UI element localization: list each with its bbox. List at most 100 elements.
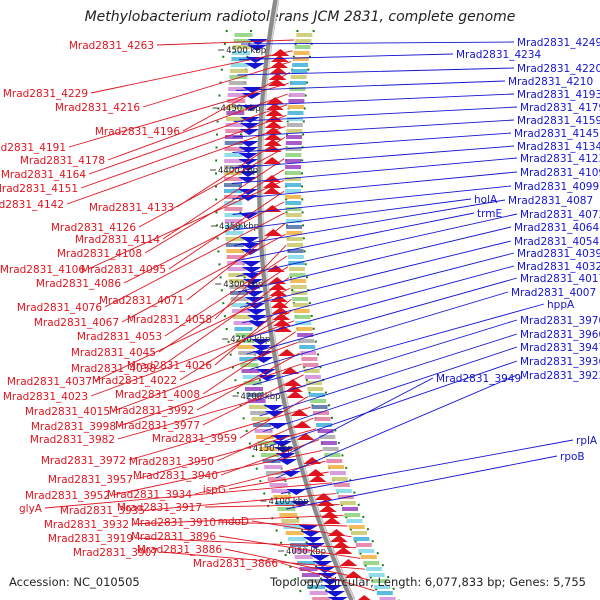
category-bar-fwd (355, 543, 372, 547)
category-bar-rev (238, 351, 257, 355)
reverse-leader-line (231, 157, 518, 184)
category-bar-fwd (307, 387, 324, 391)
reverse-leader-line (232, 171, 518, 200)
forward-gene-label: Mrad2831_3972 (41, 455, 126, 467)
forward-gene-label: Mrad2831_4015 (25, 406, 110, 418)
category-bar-fwd (285, 183, 301, 187)
category-bar-rev (275, 501, 294, 505)
category-bar-fwd (374, 585, 390, 589)
forward-gene-label: Mrad2831_3896 (131, 531, 216, 543)
reverse-gene-label: Mrad2831_3936 (520, 356, 600, 368)
forward-leader-line (112, 449, 323, 496)
category-bar-fwd (335, 489, 352, 493)
category-bar-rev (241, 369, 260, 373)
category-bar-fwd (351, 531, 367, 535)
reverse-gene-label: Mrad2831_4234 (456, 49, 541, 61)
kbp-tick-label: 4100 kbp (269, 497, 309, 507)
forward-leader-line (179, 309, 293, 381)
reverse-leader-line (234, 93, 515, 107)
forward-gene-label: Mrad2831_3950 (129, 456, 214, 468)
reverse-gene-arrow (267, 423, 288, 429)
reverse-gene-arrow (280, 471, 301, 477)
forward-gene-arrow (264, 121, 283, 128)
category-bar-fwd (287, 249, 304, 253)
forward-gene-arrow (273, 319, 292, 326)
category-bar-fwd (290, 75, 307, 79)
forward-gene-label: Mrad2831_4178 (20, 155, 105, 167)
reverse-gene-arrow (327, 597, 348, 600)
forward-gene-label: Mrad2831_4053 (77, 331, 162, 343)
reverse-gene-label: trmE (477, 208, 502, 220)
category-bar-fwd (297, 333, 314, 337)
forward-gene-arrow (308, 475, 327, 482)
reverse-gene-label: Mrad2831_4123 (520, 153, 600, 165)
reverse-gene-arrow (312, 561, 333, 567)
category-bar-rev (228, 279, 247, 283)
forward-gene-label: Mrad2831_4045 (71, 347, 156, 359)
reverse-gene-arrow (298, 525, 319, 531)
reverse-gene-arrow (247, 321, 268, 327)
forward-gene-arrow (265, 103, 284, 110)
reverse-gene-arrow (240, 117, 260, 123)
forward-leader-line (218, 521, 348, 527)
reverse-gene-arrow (310, 555, 330, 561)
forward-gene-arrow (286, 391, 305, 398)
category-bar-fwd (286, 237, 303, 241)
category-bar-fwd (311, 405, 328, 409)
forward-gene-arrow (339, 559, 358, 566)
category-bar-fwd (308, 393, 325, 397)
reverse-gene-arrow (242, 279, 263, 285)
forward-leader-line (204, 503, 340, 508)
category-bar-fwd (287, 111, 304, 115)
category-bar-rev (232, 315, 251, 319)
reverse-leader-line (246, 277, 518, 355)
category-bar-fwd (295, 39, 312, 43)
reverse-gene-arrow (239, 123, 260, 129)
category-bar-rev (246, 393, 265, 397)
reverse-leader-line (263, 346, 518, 432)
category-bar-fwd (290, 279, 307, 283)
category-bar-fwd (285, 201, 302, 205)
reverse-leader-line (235, 80, 506, 91)
forward-gene-arrow (270, 295, 288, 302)
forward-leader-line (94, 287, 291, 382)
category-bar-rev (260, 453, 279, 457)
forward-gene-label: Mrad2831_4067 (34, 317, 119, 329)
map-title: Methylobacterium radiotolerans JCM 2831,… (84, 9, 516, 25)
category-bar-rev (227, 267, 246, 271)
category-bar-rev (292, 549, 311, 553)
forward-gene-label: Mrad2831_3957 (48, 474, 133, 486)
reverse-gene-arrow (238, 189, 258, 195)
reverse-gene-arrow (238, 147, 259, 153)
forward-gene-label: Mrad2831_4038 (71, 363, 156, 375)
forward-gene-label: Mrad2831_3907 (73, 547, 158, 559)
category-bar-rev (235, 333, 254, 337)
category-bar-rev (232, 45, 251, 49)
category-bar-rev (225, 129, 244, 133)
forward-leader-line (156, 39, 295, 46)
category-bar-fwd (292, 57, 309, 61)
category-bar-fwd (304, 375, 321, 379)
category-bar-rev (231, 57, 250, 61)
forward-gene-label: Mrad2831_3982 (30, 434, 115, 446)
category-bar-fwd (291, 69, 308, 73)
forward-leader-line (118, 363, 302, 427)
reverse-leader-line (236, 213, 518, 277)
category-bar-fwd (313, 411, 329, 415)
category-bar-fwd (317, 429, 334, 433)
category-bar-fwd (348, 525, 365, 529)
forward-leader-line (202, 331, 297, 395)
category-bar-fwd (328, 465, 344, 469)
reverse-leader-line (234, 199, 506, 246)
category-bar-fwd (292, 297, 309, 301)
category-bar-rev (273, 495, 292, 499)
kbp-tick-label: 4050 kbp (286, 547, 326, 557)
forward-gene-arrow (323, 517, 341, 524)
reverse-gene-arrow (322, 585, 343, 591)
forward-gene-arrow (272, 313, 291, 320)
reverse-gene-arrow (238, 177, 258, 183)
reverse-gene-label: Mrad2831_4109 (520, 167, 600, 179)
forward-gene-arrow (303, 457, 322, 464)
reverse-leader-line (271, 377, 434, 463)
